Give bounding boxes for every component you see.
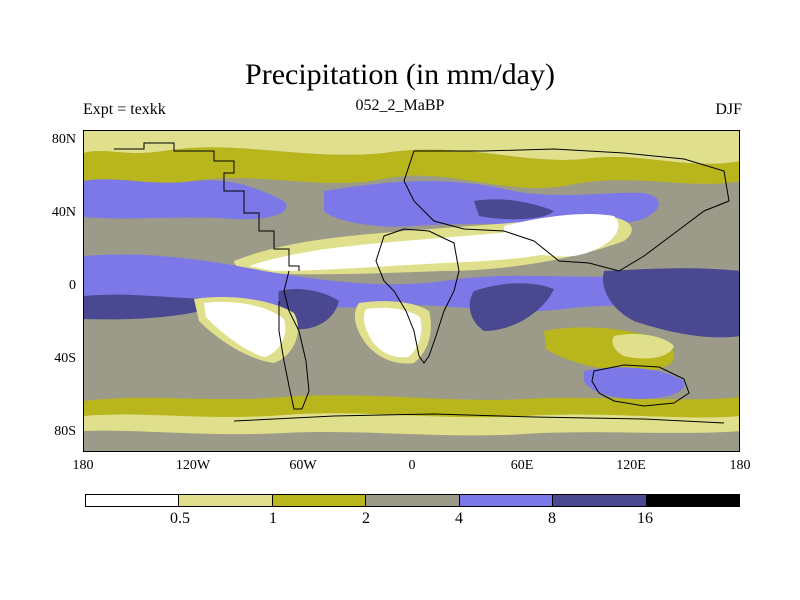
colorbar-segment-1 — [179, 495, 273, 506]
experiment-label: Expt = texkk — [83, 101, 166, 118]
coastlines — [114, 142, 730, 424]
north-dark-blue-patch — [474, 199, 554, 220]
y-tick-0: 0 — [69, 278, 76, 293]
x-tick-180e: 180 — [729, 458, 751, 473]
y-tick-40n: 40N — [51, 205, 76, 220]
x-tick-120e: 120E — [616, 458, 646, 473]
south-light-band — [84, 413, 739, 438]
x-tick-60w: 60W — [289, 458, 317, 473]
antarctica-coast — [233, 413, 725, 424]
south-gray-band — [84, 430, 739, 451]
x-tick-60e: 60E — [510, 458, 534, 473]
colorbar-label-2: 2 — [362, 510, 370, 527]
eurasia-coast — [403, 148, 730, 272]
x-tick-180w: 180 — [72, 458, 94, 473]
colorbar-segment-2 — [272, 495, 367, 506]
y-tick-80n: 80N — [51, 132, 76, 147]
south-indian-light — [612, 334, 674, 359]
y-tick-40s: 40S — [54, 351, 76, 366]
north-pacific-blue — [84, 179, 287, 220]
south-america-coast — [278, 270, 310, 410]
colorbar-segment-5 — [553, 495, 647, 506]
north-light-band — [84, 131, 739, 164]
south-atlantic-dry — [363, 307, 422, 358]
x-tick-0: 0 — [408, 458, 416, 473]
precipitation-map — [83, 130, 740, 452]
australia-blue — [584, 367, 685, 399]
map-svg — [84, 131, 739, 451]
australia-coast — [591, 364, 690, 407]
y-tick-80s: 80S — [54, 424, 76, 439]
north-america-coast — [114, 142, 300, 271]
colorbar-label-8: 8 — [548, 510, 556, 527]
asia-dry-zone — [504, 214, 619, 257]
equatorial-blue-band — [84, 254, 739, 312]
colorbar-segment-0 — [86, 495, 180, 506]
south-pacific-dry — [204, 301, 286, 357]
colorbar-label-4: 4 — [455, 510, 463, 527]
north-olive-band — [84, 147, 739, 189]
colorbar-label-1: 1 — [269, 510, 277, 527]
colorbar-segment-4 — [459, 495, 554, 506]
season-label: DJF — [715, 101, 742, 118]
indo-pacific-dark — [603, 268, 739, 338]
africa-coast — [375, 228, 460, 364]
run-label: 052_2_MaBP — [355, 97, 445, 114]
colorbar-segment-3 — [366, 495, 460, 506]
indian-ocean-dark — [469, 283, 554, 331]
colorbar-label-0-5: 0.5 — [170, 510, 190, 527]
plot-title: Precipitation (in mm/day) — [245, 58, 555, 91]
colorbar-segment-6 — [646, 495, 739, 506]
x-tick-120w: 120W — [175, 458, 211, 473]
colorbar — [85, 494, 740, 507]
colorbar-label-16: 16 — [637, 510, 653, 527]
